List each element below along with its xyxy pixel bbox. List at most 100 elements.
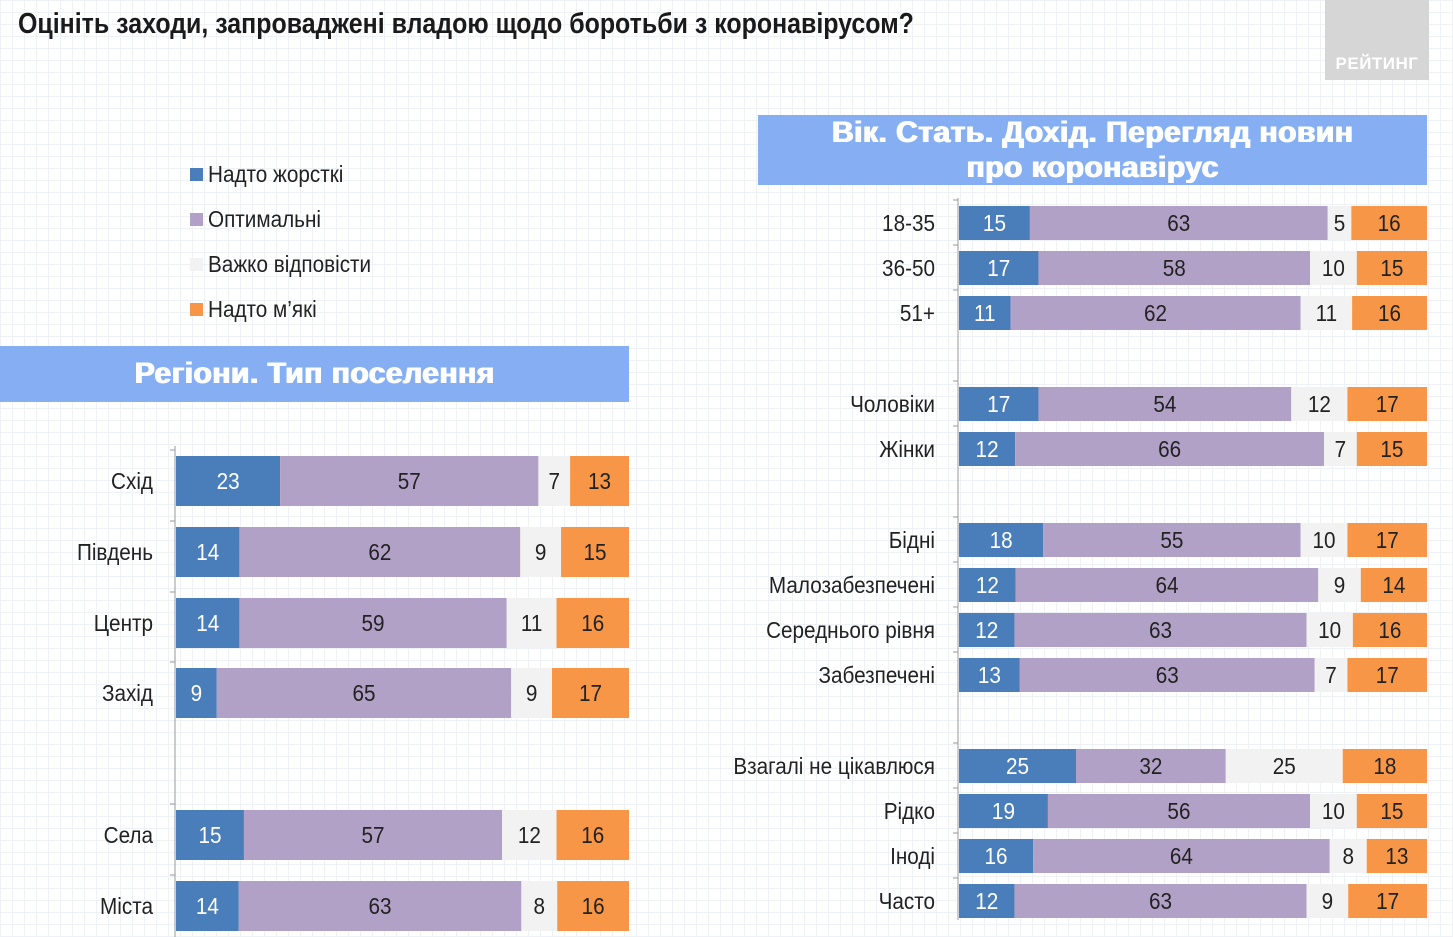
bar-segment-too-strict xyxy=(959,206,1030,240)
bar-segment-optimal xyxy=(1019,658,1315,692)
bar-segment-hard-to-say xyxy=(538,456,571,506)
category-label: Жінки xyxy=(879,436,935,462)
bar-segment-too-soft xyxy=(1352,613,1427,647)
bar-segment-too-soft xyxy=(1356,251,1427,285)
bar-segment-optimal xyxy=(238,881,522,931)
bar-segment-too-strict xyxy=(959,794,1048,828)
legend: Надто жорсткі Оптимальні Важко відповіст… xyxy=(190,152,389,332)
data-label-hard-to-say: 9 xyxy=(1334,572,1346,598)
data-label-too-strict: 14 xyxy=(196,610,219,636)
data-label-too-strict: 23 xyxy=(217,468,240,494)
data-label-hard-to-say: 11 xyxy=(1316,300,1337,326)
bar-segment-too-soft xyxy=(556,598,629,648)
data-label-too-soft: 15 xyxy=(1380,798,1403,824)
data-label-optimal: 57 xyxy=(362,822,385,848)
data-label-too-strict: 19 xyxy=(992,798,1015,824)
category-label: Взагалі не цікавлюся xyxy=(733,753,935,779)
brand-logo-text: РЕЙТИНГ xyxy=(1335,54,1419,73)
data-label-too-strict: 16 xyxy=(985,843,1008,869)
category-label: Рідко xyxy=(884,798,935,824)
bar-segment-hard-to-say xyxy=(502,810,557,860)
data-label-too-strict: 13 xyxy=(978,662,1001,688)
category-label: Середнього рівня xyxy=(766,617,935,643)
bar-segment-too-soft xyxy=(1347,523,1427,557)
bar-segment-hard-to-say xyxy=(521,881,558,931)
category-label: Захід xyxy=(102,680,153,706)
banner-line-2: про коронавірус xyxy=(966,151,1219,184)
legend-swatch-optimal xyxy=(190,213,203,226)
legend-label: Важко відповісти xyxy=(208,251,372,277)
data-label-optimal: 63 xyxy=(1156,662,1179,688)
bar-segment-too-soft xyxy=(561,527,629,577)
data-label-optimal: 65 xyxy=(352,680,375,706)
data-label-optimal: 66 xyxy=(1158,436,1181,462)
data-label-too-soft: 16 xyxy=(581,610,604,636)
bar-segment-too-soft xyxy=(1347,658,1427,692)
legend-swatch-too-soft xyxy=(190,303,203,316)
data-label-too-soft: 16 xyxy=(1378,210,1401,236)
section-banner-regions: Регіони. Тип поселення xyxy=(0,346,629,402)
category-label: Міста xyxy=(100,893,154,919)
bar-segment-hard-to-say xyxy=(1225,749,1343,783)
category-label: Бідні xyxy=(889,527,935,553)
bar-segment-too-strict xyxy=(176,881,239,931)
data-label-hard-to-say: 10 xyxy=(1318,617,1341,643)
bar-segment-optimal xyxy=(1015,568,1319,602)
bar-segment-too-soft xyxy=(1360,568,1427,602)
data-label-hard-to-say: 25 xyxy=(1273,753,1296,779)
bar-segment-too-soft xyxy=(551,668,629,718)
category-label: 51+ xyxy=(900,300,935,326)
bar-segment-optimal xyxy=(216,668,512,718)
bar-segment-optimal xyxy=(1015,432,1325,466)
bar-segment-too-soft xyxy=(1348,884,1427,918)
category-label: Центр xyxy=(94,610,153,636)
data-label-hard-to-say: 9 xyxy=(535,539,547,565)
legend-item-too-strict: Надто жорсткі xyxy=(190,152,389,197)
category-label: Села xyxy=(104,822,154,848)
data-label-too-soft: 15 xyxy=(584,539,607,565)
data-label-too-soft: 15 xyxy=(1380,255,1403,281)
data-label-too-strict: 15 xyxy=(983,210,1006,236)
legend-label: Надто жорсткі xyxy=(208,161,344,187)
data-label-optimal: 32 xyxy=(1139,753,1162,779)
bar-segment-too-strict xyxy=(959,568,1016,602)
data-label-too-soft: 15 xyxy=(1380,436,1403,462)
bar-segment-hard-to-say xyxy=(511,668,552,718)
section-banner-demographics: Вік. Стать. Дохід. Перегляд новин про ко… xyxy=(758,115,1427,185)
bar-segment-too-strict xyxy=(959,613,1015,647)
data-label-too-strict: 12 xyxy=(975,888,998,914)
data-label-too-soft: 17 xyxy=(1376,391,1399,417)
data-label-hard-to-say: 7 xyxy=(1335,436,1347,462)
category-label: 36-50 xyxy=(882,255,935,281)
bar-segment-hard-to-say xyxy=(1318,568,1361,602)
legend-swatch-hard-to-say xyxy=(190,258,203,271)
data-label-hard-to-say: 5 xyxy=(1334,210,1346,236)
bar-segment-optimal xyxy=(239,598,507,648)
bar-segment-too-strict xyxy=(959,658,1020,692)
bar-segment-too-strict xyxy=(176,668,217,718)
data-label-hard-to-say: 9 xyxy=(526,680,538,706)
data-label-optimal: 59 xyxy=(362,610,385,636)
bar-segment-optimal xyxy=(1010,296,1301,330)
brand-logo: РЕЙТИНГ xyxy=(1325,0,1429,80)
bar-segment-too-strict xyxy=(959,749,1076,783)
bar-segment-optimal xyxy=(280,456,539,506)
bar-segment-too-strict xyxy=(959,432,1016,466)
data-label-optimal: 62 xyxy=(1144,300,1167,326)
category-label: Схід xyxy=(111,468,153,494)
data-label-hard-to-say: 12 xyxy=(518,822,541,848)
bar-segment-hard-to-say xyxy=(1306,884,1349,918)
bar-segment-hard-to-say xyxy=(1306,613,1353,647)
data-label-optimal: 58 xyxy=(1163,255,1186,281)
category-label: Забезпечені xyxy=(818,662,935,688)
data-label-too-strict: 14 xyxy=(196,893,219,919)
data-label-too-strict: 17 xyxy=(987,391,1010,417)
category-label: 18-35 xyxy=(882,210,935,236)
bar-segment-hard-to-say xyxy=(1314,658,1348,692)
banner-line-1: Вік. Стать. Дохід. Перегляд новин xyxy=(831,116,1354,149)
category-label: Часто xyxy=(879,888,935,914)
category-label: Іноді xyxy=(890,843,935,869)
data-label-too-soft: 13 xyxy=(1385,843,1408,869)
data-label-optimal: 54 xyxy=(1153,391,1176,417)
bar-segment-hard-to-say xyxy=(1300,523,1348,557)
